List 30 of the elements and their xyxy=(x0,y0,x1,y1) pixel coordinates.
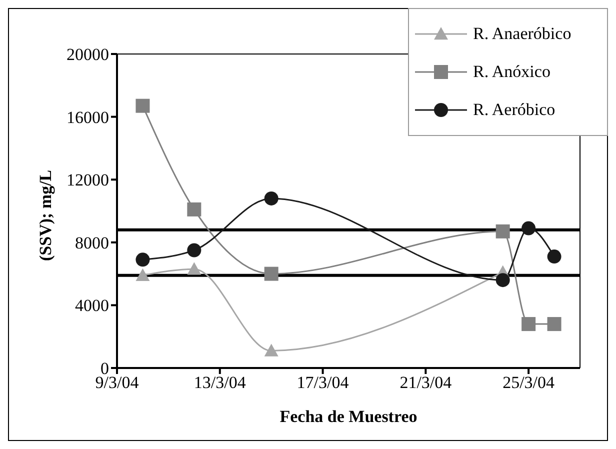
y-tick-label: 8000 xyxy=(75,233,109,252)
point xyxy=(187,202,202,216)
point xyxy=(136,252,150,267)
point xyxy=(522,221,536,236)
x-tick-label: 21/3/04 xyxy=(400,373,452,392)
legend-label: R. Aeróbico xyxy=(473,100,556,120)
x-axis-title: Fecha de Muestreo xyxy=(280,407,418,426)
y-tick-label: 4000 xyxy=(75,296,109,316)
point xyxy=(264,266,278,281)
point xyxy=(136,98,150,113)
point xyxy=(522,317,536,332)
point xyxy=(187,243,202,258)
y-tick-label: 16000 xyxy=(66,108,109,127)
point xyxy=(547,317,562,332)
x-tick-label: 25/3/04 xyxy=(502,373,556,392)
point xyxy=(264,191,278,206)
y-tick-label: 20000 xyxy=(66,45,109,64)
y-tick-label: 12000 xyxy=(66,170,109,190)
x-tick-label: 9/3/04 xyxy=(95,373,140,392)
legend-label: R. Anaeróbico xyxy=(473,24,572,44)
point xyxy=(136,268,150,281)
x-tick-label: 13/3/04 xyxy=(194,373,246,392)
point xyxy=(496,224,510,238)
y-axis-title: (SSV); mg/L xyxy=(36,170,56,261)
x-tick-label: 17/3/04 xyxy=(296,373,350,392)
point xyxy=(496,273,510,288)
point xyxy=(264,344,278,356)
point xyxy=(547,250,562,264)
point xyxy=(187,262,202,275)
legend-label: R. Anóxico xyxy=(473,62,550,82)
